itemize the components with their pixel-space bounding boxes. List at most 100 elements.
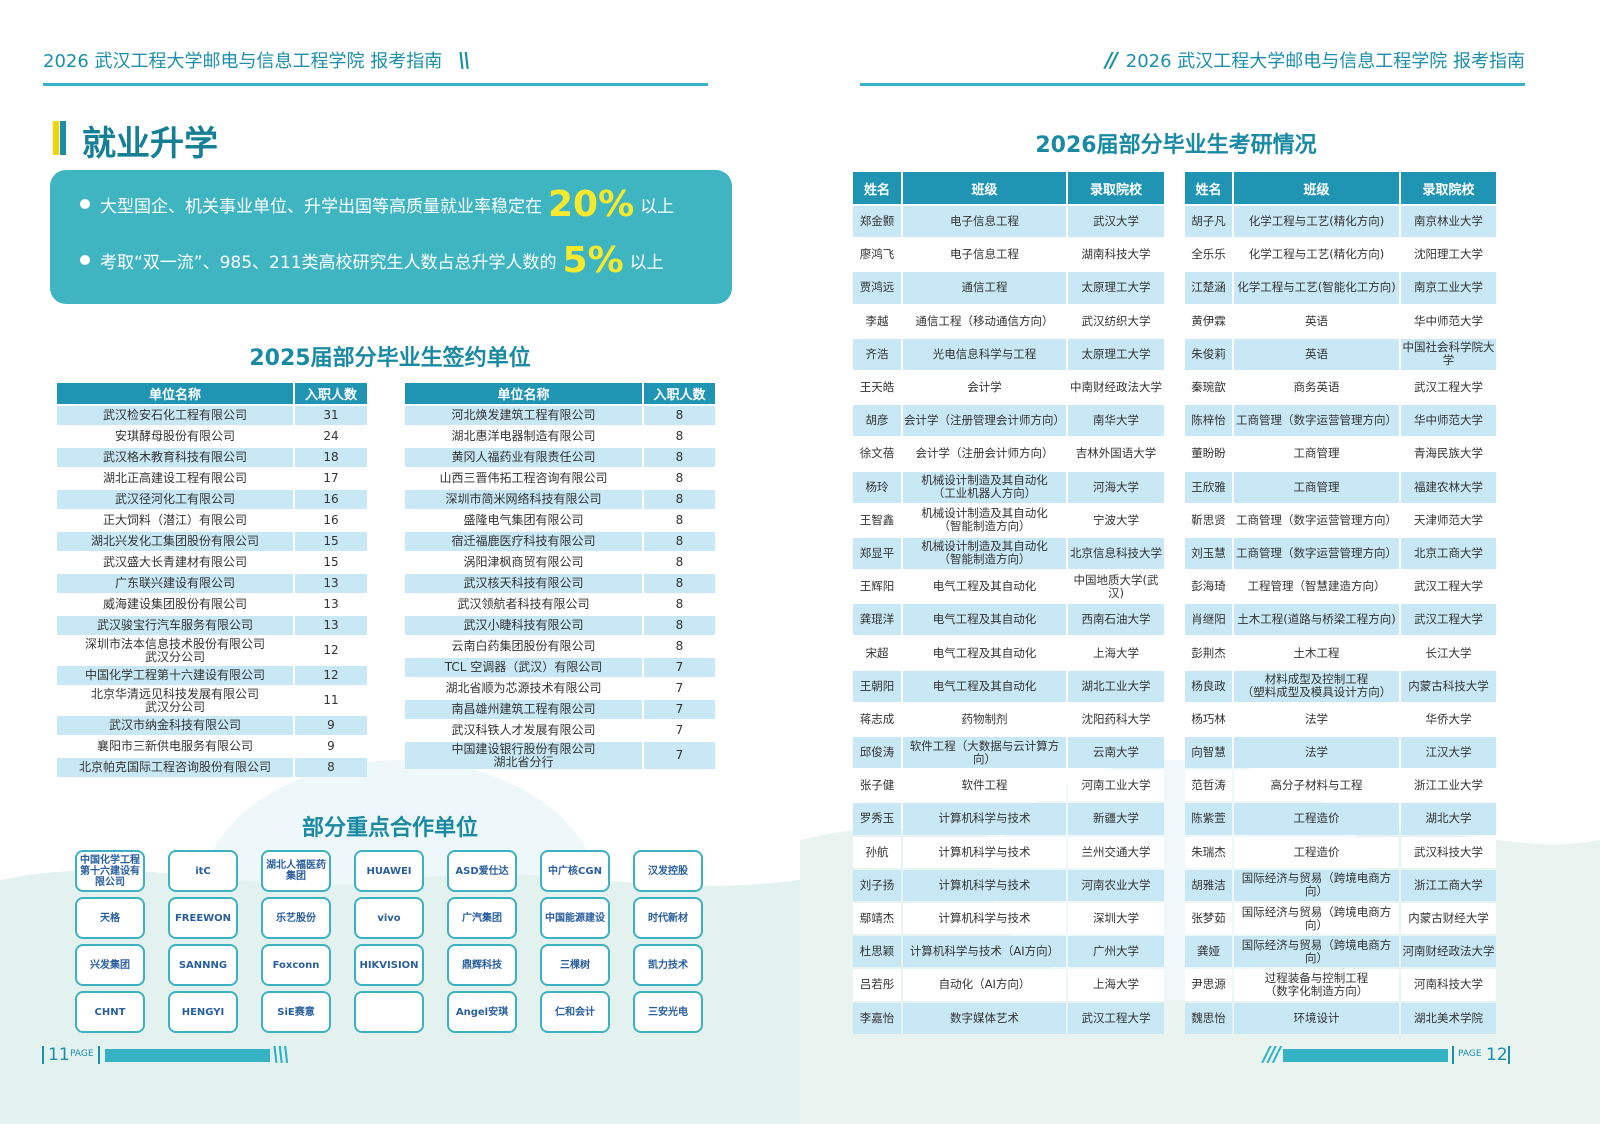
highlight-suffix: 以上 [629, 252, 664, 273]
data-table: 单位名称 入职人数 河北焕发建筑工程有限公司 8 湖北惠洋电器制造有限公司 8 黄冈人福药业… [403, 381, 717, 771]
highlight-value: 5% [562, 239, 624, 281]
table-cell: 广东联兴建设有限公司 [57, 574, 293, 593]
partner-logo: FREEWON [168, 897, 238, 939]
table-row: 刘子扬 计算机科学与技术 河南农业大学 [853, 869, 1164, 901]
table-row: 范哲涛 高分子材料与工程 浙江工业大学 [1185, 770, 1496, 802]
table-row: 陈紫萱 工程造价 湖北大学 [1185, 803, 1496, 835]
table-cell: 涡阳津枫商贸有限公司 [405, 553, 642, 572]
table-cell: 李嘉怡 [853, 1002, 901, 1034]
table-cell: 彭海琦 [1185, 571, 1232, 603]
table-cell: 工程造价 [1234, 836, 1399, 868]
partner-logo: 广汽集团 [447, 897, 517, 939]
table-row: 武汉核天科技有限公司 8 [405, 574, 715, 593]
table-row: 湖北惠洋电器制造有限公司 8 [405, 427, 715, 446]
table-row: 南昌雄州建筑工程有限公司 7 [405, 700, 715, 719]
table-row: 云南白药集团股份有限公司 8 [405, 637, 715, 656]
table-row: TCL 空调器（武汉）有限公司 7 [405, 658, 715, 677]
table-cell: 吉林外国语大学 [1068, 438, 1164, 470]
partner-logo: SANNNG [168, 944, 238, 986]
table-cell: 湖北工业大学 [1068, 670, 1164, 702]
table-row: 襄阳市三新供电服务有限公司 9 [57, 737, 367, 756]
table-cell: 胡彦 [853, 405, 901, 437]
table-row: 贾鸿远 通信工程 太原理工大学 [853, 272, 1164, 304]
table-cell: 郑金颢 [853, 206, 901, 238]
table-row: 武汉格木教育科技有限公司 18 [57, 448, 367, 467]
table-cell: 天津师范大学 [1401, 504, 1496, 536]
table-cell: 8 [644, 406, 715, 425]
table-cell: 武汉领航者科技有限公司 [405, 595, 642, 614]
table-cell: 太原理工大学 [1068, 272, 1164, 304]
table-cell: 胡子凡 [1185, 206, 1232, 238]
table-cell: 安琪酵母股份有限公司 [57, 427, 293, 446]
table-cell: 工程管理（智慧建造方向） [1234, 571, 1399, 603]
table-row: 秦琬歆 商务英语 武汉工程大学 [1185, 371, 1496, 404]
table-cell: 11 [295, 687, 367, 714]
table-row: 邱俊涛 软件工程（大数据与云计算方向） 云南大学 [853, 737, 1164, 769]
table-cell: 武汉大学 [1068, 206, 1164, 238]
table-cell: 会计学（注册会计师方向） [903, 438, 1066, 470]
table-row: 朱俊莉 英语 中国社会科学院大学 [1185, 338, 1496, 370]
table-cell: 上海大学 [1068, 969, 1164, 1001]
table-row: 朱瑞杰 工程造价 武汉科技大学 [1185, 836, 1496, 868]
table-row: 北京华清远见科技发展有限公司 武汉分公司 11 [57, 687, 367, 714]
table-cell: 9 [295, 716, 367, 735]
table-cell: 浙江工商大学 [1401, 869, 1496, 901]
highlight-line: 大型国企、机关事业单位、升学出国等高质量就业率稳定在 20% 以上 [80, 184, 674, 225]
partner-logo: 仁和会计 [540, 991, 610, 1033]
table-cell: 河南农业大学 [1068, 869, 1164, 901]
table-cell: 国际经济与贸易（跨境电商方向） [1234, 936, 1399, 968]
table-cell: 9 [295, 737, 367, 756]
table-cell: 云南大学 [1068, 737, 1164, 769]
table-row: 廖鸿飞 电子信息工程 湖南科技大学 [853, 239, 1164, 271]
table-cell: 刘玉慧 [1185, 537, 1232, 570]
table-cell: 范哲涛 [1185, 770, 1232, 802]
table-cell: 陈紫萱 [1185, 803, 1232, 835]
table-row: 武汉小睫科技有限公司 8 [405, 616, 715, 635]
table-cell: 王欣雅 [1185, 471, 1232, 503]
table-row: 肖继阳 土木工程(道路与桥梁工程方向) 武汉工程大学 [1185, 604, 1496, 636]
header-slash: // [1105, 48, 1118, 72]
table-row: 湖北省顺为芯源技术有限公司 7 [405, 679, 715, 698]
table-cell: 法学 [1234, 703, 1399, 735]
table-cell: 董盼盼 [1185, 438, 1232, 470]
table-row: 蒋志成 药物制剂 沈阳药科大学 [853, 703, 1164, 735]
table-cell: 工商管理（数字运营管理方向） [1234, 504, 1399, 536]
table-row: 齐浩 光电信息科学与工程 太原理工大学 [853, 338, 1164, 370]
table-row: 胡雅洁 国际经济与贸易（跨境电商方向） 浙江工商大学 [1185, 869, 1496, 901]
table-row: 深圳市法本信息技术股份有限公司 武汉分公司 12 [57, 637, 367, 664]
table-cell: 邱俊涛 [853, 737, 901, 769]
table-cell: 云南白药集团股份有限公司 [405, 637, 642, 656]
partner-logo: 天格 [75, 897, 145, 939]
table-cell: 新疆大学 [1068, 803, 1164, 835]
table-cell: 威海建设集团股份有限公司 [57, 595, 293, 614]
table-cell: 南京工业大学 [1401, 272, 1496, 304]
page-label: PAGE [70, 1049, 94, 1059]
table-cell: 武汉科铁人才发展有限公司 [405, 721, 642, 740]
table-cell: 河南财经政法大学 [1401, 936, 1496, 968]
table-cell: 武汉市纳金科技有限公司 [57, 716, 293, 735]
table-cell: 光电信息科学与工程 [903, 338, 1066, 370]
table-row: 王朝阳 电气工程及其自动化 湖北工业大学 [853, 670, 1164, 702]
table-cell: 12 [295, 666, 367, 685]
table-row: 吕若彤 自动化（AI方向） 上海大学 [853, 969, 1164, 1001]
table-cell: 7 [644, 658, 715, 677]
table-cell: 襄阳市三新供电服务有限公司 [57, 737, 293, 756]
table-cell: 盛隆电气集团有限公司 [405, 511, 642, 530]
partner-logo: 乐艺股份 [261, 897, 331, 939]
partner-logo [354, 991, 424, 1033]
table-cell: 工商管理（数字运营管理方向） [1234, 537, 1399, 570]
table-cell: 魏思怡 [1185, 1002, 1232, 1034]
table-row: 郑显平 机械设计制造及其自动化 （智能制造方向） 北京信息科技大学 [853, 537, 1164, 570]
table-cell: 兰州交通大学 [1068, 836, 1164, 868]
table-row: 山西三晋伟拓工程咨询有限公司 8 [405, 469, 715, 488]
table-cell: 杨玲 [853, 471, 901, 503]
partner-logo: CHNT [75, 991, 145, 1033]
highlight-text: 大型国企、机关事业单位、升学出国等高质量就业率稳定在 [100, 196, 542, 217]
table-cell: 武汉径河化工有限公司 [57, 490, 293, 509]
partner-logo: 湖北人福医药集团 [261, 850, 331, 892]
table-cell: 武汉纺织大学 [1068, 305, 1164, 337]
table-cell: 计算机科学与技术 [903, 803, 1066, 835]
footer-bar [105, 1049, 270, 1062]
table-cell: 法学 [1234, 737, 1399, 769]
table-cell: 电子信息工程 [903, 206, 1066, 238]
